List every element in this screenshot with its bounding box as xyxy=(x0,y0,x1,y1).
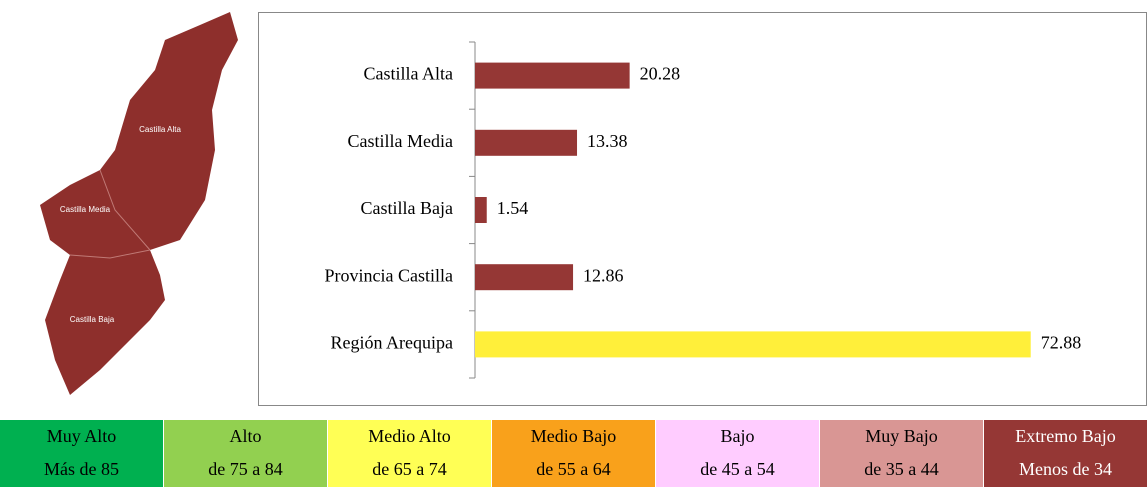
value-label: 20.28 xyxy=(640,64,681,84)
legend-range: de 35 a 44 xyxy=(864,459,939,479)
map-boundary xyxy=(69,169,151,259)
bar xyxy=(475,197,487,223)
legend-item: Muy Alto Más de 85 xyxy=(0,420,164,487)
legend-item: Alto de 75 a 84 xyxy=(164,420,328,487)
legend-label: Bajo xyxy=(720,426,755,446)
map-label: Castilla Alta xyxy=(139,125,181,134)
map-label: Castilla Media xyxy=(60,205,111,214)
map-region xyxy=(40,12,238,395)
legend: Muy Alto Más de 85 Alto de 75 a 84 Medio Alt… xyxy=(0,420,1148,487)
bar xyxy=(475,331,1031,358)
y-tick-label: Región Arequipa xyxy=(331,333,453,353)
legend-range: de 55 a 64 xyxy=(536,459,611,479)
map-label: Castilla Baja xyxy=(70,315,115,324)
legend-item: Bajo de 45 a 54 xyxy=(656,420,820,487)
legend-label: Alto xyxy=(229,426,262,446)
bar xyxy=(475,129,578,156)
y-tick-label: Castilla Baja xyxy=(361,198,453,218)
legend-range: de 65 a 74 xyxy=(372,459,447,479)
legend-label: Muy Alto xyxy=(46,426,117,446)
value-label: 1.54 xyxy=(497,198,529,218)
bar xyxy=(475,264,574,291)
value-label: 12.86 xyxy=(583,265,624,285)
legend-label: Medio Alto xyxy=(368,426,451,446)
legend-label: Extremo Bajo xyxy=(1015,426,1116,446)
y-tick-label: Castilla Alta xyxy=(364,64,454,84)
legend-range: Más de 85 xyxy=(44,459,119,479)
bar xyxy=(475,62,630,89)
value-label: 72.88 xyxy=(1041,333,1082,353)
legend-range: de 75 a 84 xyxy=(208,459,283,479)
legend-item: Medio Alto de 65 a 74 xyxy=(328,420,492,487)
legend-range: de 45 a 54 xyxy=(700,459,775,479)
y-tick-label: Castilla Media xyxy=(348,131,453,151)
legend-label: Muy Bajo xyxy=(865,426,938,446)
y-tick-label: Provincia Castilla xyxy=(325,265,453,285)
legend-range: Menos de 34 xyxy=(1019,459,1112,479)
map: Castilla Alta Castilla Media Castilla Ba… xyxy=(40,12,238,395)
legend-label: Medio Bajo xyxy=(530,426,617,446)
legend-item: Muy Bajo de 35 a 44 xyxy=(820,420,984,487)
chart: Castilla Alta Castilla Media Castilla Ba… xyxy=(40,12,1147,406)
legend-item: Medio Bajo de 55 a 64 xyxy=(492,420,656,487)
value-label: 13.38 xyxy=(587,131,628,151)
legend-item: Extremo Bajo Menos de 34 xyxy=(984,420,1148,487)
